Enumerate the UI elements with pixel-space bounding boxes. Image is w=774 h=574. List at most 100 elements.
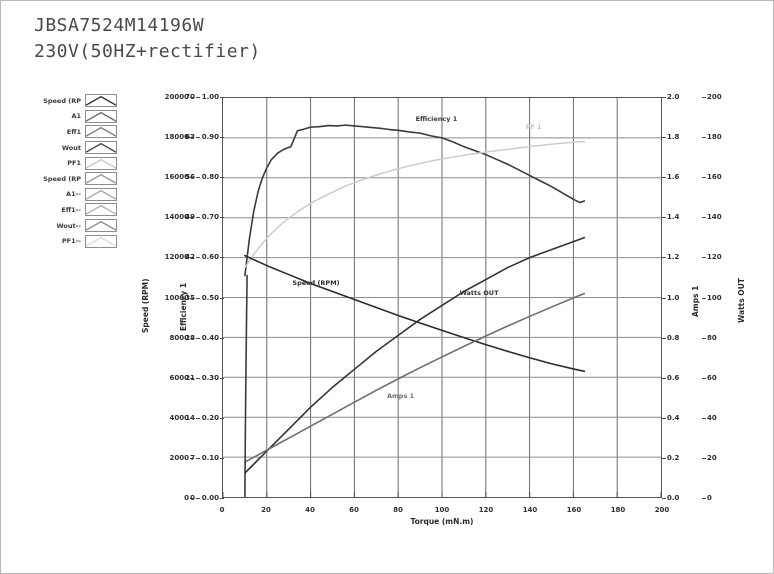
axis-watts-ticks: 0 20 40 60 80 100 120 140 160 180 200 [702,93,745,502]
axis-secondary-ticks: 0 7 14 21 28 35 42 49 56 63 70 [161,93,200,502]
axis-tick-mark [220,137,224,139]
axis-tick-label: 200 [654,506,670,514]
axis-tick-label: 60 [349,506,359,514]
axis-tick-mark [662,498,666,499]
axis-title-speed: Speed (RPM) [141,278,150,333]
series-annotation: Efficiency 1 [415,115,458,124]
axis-tick-mark [220,97,224,98]
axis-tick-label: 0.30 [201,373,219,382]
axis-tick-label: 0.40 [201,333,219,342]
axis-tick-label: 0.60 [201,253,219,262]
legend-swatch-icon [85,234,117,248]
legend-swatch-icon [85,109,117,123]
axis-tick-mark [220,257,224,259]
axis-tick-mark [662,97,666,98]
legend-item[interactable]: Speed (RP [29,93,121,109]
legend-item-label: PF1 [67,159,81,168]
legend-item[interactable]: Eff1 [29,124,121,140]
axis-tick-label: 200 [707,93,722,101]
axis-tick-label: 20000 [164,93,189,101]
plot-area [222,97,662,498]
axis-tick-label: 14 [185,413,195,422]
legend-item-label: A1 [71,112,81,121]
legend-item-label: Wout-- [56,221,81,230]
axis-tick-mark [662,217,666,219]
axis-tick-label: 120 [707,253,722,262]
legend-swatch-icon [85,187,117,201]
axis-tick-mark [702,177,706,179]
legend-item-label: Speed (RP [43,174,81,183]
axis-tick-label: 120 [478,506,494,514]
legend-item[interactable]: PF1 [29,155,121,171]
axis-speed-ticks: 0 2000 4000 6000 8000 10000 12000 14000 16000 180… [133,93,194,502]
axis-tick-mark [662,337,666,339]
axis-amps-ticks: 0.0 0.2 0.4 0.6 0.8 1.0 1.2 1.4 1.6 1.8 2.0 [662,93,701,502]
axis-tick-mark [190,337,194,339]
axis-tick-label: 18000 [164,133,189,142]
series-line [244,274,248,497]
axis-tick-label: 63 [185,133,195,142]
axis-tick-label: 40 [305,506,315,514]
series-line [244,124,586,277]
axis-tick-label: 7 [190,453,195,462]
axis-tick-mark [702,417,706,419]
axis-tick-mark [702,257,706,259]
axis-tick-mark [190,377,194,379]
axis-tick-label: 56 [185,173,195,182]
legend-item[interactable]: A1-- [29,187,121,203]
axis-tick-mark [662,257,666,259]
legend-item-label: Eff1 [66,127,81,136]
legend-item[interactable]: A1 [29,109,121,125]
axis-tick-label: 2000 [169,453,189,462]
axis-tick-label: 6000 [169,373,189,382]
axis-tick-label: 0.00 [201,494,219,502]
axis-tick-label: 80 [393,506,403,514]
axis-x-ticks: 0 20 40 60 80 100 120 140 160 180 200 [220,504,670,516]
axis-tick-mark [662,137,666,139]
axis-tick-mark [196,377,200,379]
axis-tick-mark [662,377,666,379]
legend-item[interactable]: PF1-- [29,233,121,249]
axis-tick-mark [220,297,224,299]
axis-tick-label: 4000 [169,413,189,422]
legend-item[interactable]: Wout [29,140,121,156]
legend-item-label: Eff1-- [61,205,81,214]
axis-tick-label: 100 [707,293,722,302]
page-title-supply: 230V(50HZ+rectifier) [34,41,261,62]
axis-title-watts: Watts OUT [737,278,746,323]
axis-tick-mark [220,498,224,499]
axis-tick-mark [190,457,194,459]
axis-tick-label: 10000 [164,293,189,302]
axis-tick-label: 0.2 [667,453,680,462]
axis-tick-mark [196,97,200,98]
axis-tick-mark [702,297,706,299]
legend-swatch-icon [85,172,117,186]
axis-tick-label: 42 [185,253,195,262]
axis-tick-mark [702,97,706,98]
legend-swatch-icon [85,203,117,217]
axis-tick-label: 21 [185,373,195,382]
axis-tick-mark [702,137,706,139]
axis-tick-label: 0.50 [201,293,219,302]
axis-tick-mark [220,337,224,339]
axis-tick-mark [196,337,200,339]
legend-item[interactable]: Speed (RP [29,171,121,187]
axis-tick-mark [220,457,224,459]
axis-tick-mark [190,498,194,499]
legend-item[interactable]: Eff1-- [29,202,121,218]
axis-tick-label: 1.0 [667,293,680,302]
axis-tick-label: 0.4 [667,413,680,422]
axis-title-efficiency: Efficiency 1 [179,282,188,331]
legend-item[interactable]: Wout-- [29,218,121,234]
axis-tick-label: 0.0 [667,494,680,502]
axis-tick-label: 2.0 [667,93,680,101]
axis-tick-mark [196,457,200,459]
legend-item-label: Wout [61,143,81,152]
plot-canvas [223,98,661,497]
series-annotation: Watts OUT [459,289,499,298]
axis-tick-label: 160 [566,506,582,514]
axis-tick-mark [662,297,666,299]
axis-tick-mark [220,377,224,379]
axis-tick-label: 16000 [164,173,189,182]
legend-item-label: PF1-- [61,237,81,246]
